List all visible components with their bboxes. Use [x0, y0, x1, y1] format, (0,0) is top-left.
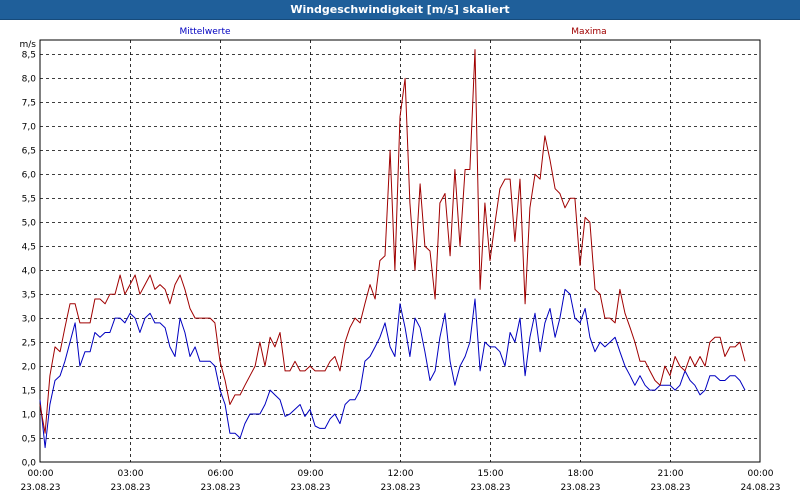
y-tick-label: 6,0	[22, 171, 37, 181]
x-tick-time: 21:00	[658, 469, 684, 479]
window-title: Windgeschwindigkeit [m/s] skaliert	[0, 0, 800, 20]
x-tick-time: 06:00	[208, 469, 234, 479]
y-tick-label: 2,5	[22, 339, 36, 349]
y-tick-label: 8,0	[22, 75, 37, 85]
y-tick-label: 1,5	[22, 387, 36, 397]
y-tick-label: 7,0	[22, 123, 37, 133]
y-tick-label: 4,0	[22, 267, 37, 277]
x-tick-date: 23.08.23	[470, 483, 510, 493]
y-tick-label: 2,0	[22, 363, 37, 373]
x-tick-date: 23.08.23	[20, 483, 60, 493]
legend-mittelwerte: Mittelwerte	[179, 27, 230, 37]
x-tick-date: 23.08.23	[650, 483, 690, 493]
legend-maxima: Maxima	[571, 27, 606, 37]
series-line-mittelwerte	[39, 288, 746, 449]
y-tick-label: 0,0	[22, 459, 37, 469]
x-tick-date: 23.08.23	[290, 483, 330, 493]
y-tick-label: 5,0	[22, 219, 37, 229]
y-tick-label: 7,5	[22, 99, 36, 109]
y-tick-label: 3,5	[22, 291, 36, 301]
y-tick-label: 1,0	[22, 411, 37, 421]
x-tick-date: 23.08.23	[200, 483, 240, 493]
x-tick-time: 12:00	[388, 469, 414, 479]
y-tick-label: 0,5	[22, 435, 36, 445]
x-tick-time: 00:00	[748, 469, 774, 479]
y-axis-label: m/s	[20, 40, 37, 50]
x-tick-time: 00:00	[28, 469, 54, 479]
x-tick-date: 23.08.23	[560, 483, 600, 493]
x-tick-date: 24.08.23	[740, 483, 780, 493]
x-tick-date: 23.08.23	[110, 483, 150, 493]
x-tick-time: 09:00	[298, 469, 324, 479]
series-line-maxima	[39, 49, 746, 434]
y-tick-label: 4,5	[22, 243, 36, 253]
x-tick-time: 15:00	[478, 469, 504, 479]
x-tick-time: 03:00	[118, 469, 144, 479]
y-tick-label: 6,5	[22, 147, 36, 157]
y-tick-label: 3,0	[22, 315, 37, 325]
y-tick-label: 5,5	[22, 195, 36, 205]
y-tick-label: 8,5	[22, 51, 36, 61]
x-tick-time: 18:00	[568, 469, 594, 479]
x-tick-date: 23.08.23	[380, 483, 420, 493]
plot-area	[39, 39, 761, 463]
